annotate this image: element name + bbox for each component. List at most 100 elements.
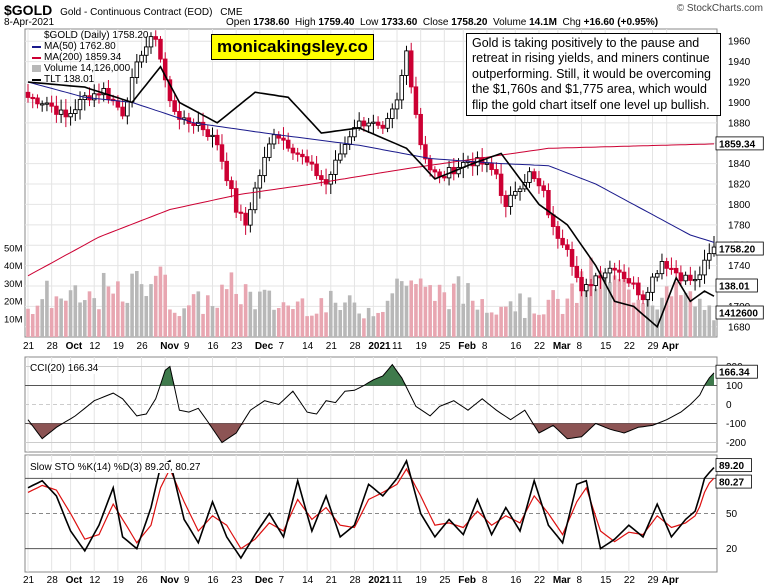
candle-body [683, 274, 688, 282]
tlt-line [27, 65, 715, 329]
high-value: 1759.40 [318, 17, 355, 28]
candle-body [645, 291, 651, 301]
ma200-swatch [32, 56, 41, 59]
symbol: $GOLD [4, 2, 53, 18]
close-price-tag-box [715, 241, 764, 256]
volume-price-tag-box [715, 305, 764, 320]
candle-body [177, 111, 182, 120]
sto-k-tag-box [715, 458, 752, 473]
volume-bar [111, 293, 115, 337]
volume-bar [191, 294, 196, 337]
candle-body [73, 109, 78, 114]
candle-body [654, 273, 660, 278]
low-label: Low [360, 17, 379, 28]
volume-bar [461, 303, 466, 337]
volume-bar [381, 311, 385, 337]
x-axis-label: 16 [510, 341, 522, 352]
price-tick-label: 1800 [728, 200, 751, 211]
volume-bar [466, 283, 470, 337]
x-axis-label-bottom: 14 [302, 575, 314, 586]
volume-bar [153, 275, 158, 337]
sto-d-tag: 80.27 [719, 478, 744, 489]
legend-title-text: $GOLD (Daily) 1758.20 [44, 30, 149, 41]
volume-bar [679, 295, 683, 337]
volume-bar [92, 298, 97, 337]
volume-bar [196, 291, 201, 337]
volume-bar [177, 316, 182, 337]
candle-body [68, 113, 73, 118]
candle-body [347, 136, 352, 145]
volume-bar [423, 286, 428, 337]
candle-body [380, 124, 386, 129]
volume-bar [49, 308, 54, 337]
candle-body [252, 187, 258, 211]
ma200-price-tag-box [715, 136, 764, 151]
candle-body [593, 275, 598, 286]
volume-bar [300, 298, 305, 337]
candle-body [300, 153, 305, 158]
volume-bar [295, 301, 300, 337]
x-axis-label: 23 [231, 341, 243, 352]
candle-body [58, 109, 64, 115]
candle-body [503, 195, 509, 207]
volume-bar [82, 300, 87, 337]
cci-line [27, 363, 715, 444]
candle-body [219, 144, 225, 162]
volume-bar [310, 315, 314, 337]
candle-body [626, 278, 632, 284]
volume-bar [489, 312, 494, 337]
candle-body [427, 158, 433, 171]
volume-bar [210, 306, 215, 337]
candle-body [569, 249, 575, 267]
x-axis-label: 15 [600, 341, 612, 352]
volume-bar [707, 305, 712, 337]
volume-bar [158, 266, 163, 337]
volume-bar [362, 318, 366, 337]
volume-bar [139, 284, 144, 337]
volume-bar [385, 300, 390, 337]
candle-body [248, 209, 253, 226]
legend-ma200: MA(200) 1859.34 [32, 52, 149, 63]
volume-bar [68, 290, 73, 337]
x-axis-label: 25 [439, 341, 451, 352]
candle-body [621, 271, 627, 280]
candle-body [210, 134, 215, 138]
candle-body [281, 137, 286, 141]
x-axis-label: 22 [624, 341, 636, 352]
volume-bar [371, 316, 376, 337]
x-axis-label: Nov [160, 341, 179, 352]
x-axis-label: 14 [302, 341, 314, 352]
volume-bar [30, 314, 35, 337]
x-axis-label-bottom: Nov [160, 575, 179, 586]
volume-bar [683, 292, 688, 337]
candle-body [584, 284, 589, 292]
candle-body [25, 91, 31, 98]
cci-value-tag: 166.34 [719, 368, 750, 379]
candle-body [602, 272, 608, 279]
volume-bar [485, 312, 489, 337]
quote-date: 8-Apr-2021 [4, 17, 55, 28]
candle-body [659, 261, 665, 275]
cci-tick-label: -100 [726, 419, 746, 430]
volume-bar [172, 312, 177, 337]
volume-bar [262, 289, 267, 337]
candle-body [115, 100, 121, 108]
candle-body [77, 99, 83, 111]
volume-bar [224, 289, 229, 337]
x-axis-label-bottom: 28 [47, 575, 59, 586]
candle-body [702, 259, 707, 276]
x-axis-label-bottom: 22 [624, 575, 636, 586]
x-axis-label-bottom: 19 [113, 575, 125, 586]
volume-bar [532, 313, 537, 337]
candle-body [650, 276, 655, 293]
ma200-price-tag: 1859.34 [719, 139, 756, 150]
volume-bar [248, 291, 253, 337]
sto-d-tag-box [715, 474, 752, 489]
volume-bar [333, 302, 338, 337]
volume-bar [598, 270, 603, 337]
candle-body [536, 178, 542, 187]
volume-bar [243, 284, 248, 337]
volume-bar [328, 290, 333, 337]
candle-body [144, 46, 149, 56]
tlt-label: TLT 138.01 [44, 74, 95, 85]
